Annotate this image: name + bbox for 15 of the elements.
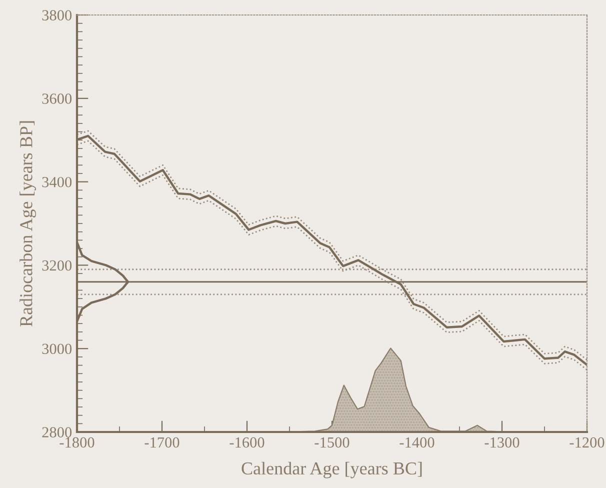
x-tick-label: -1300 [484,437,520,448]
y-tick-label: 3200 [42,260,72,271]
y-axis-title: Radiocarbon Age [years BP] [20,121,36,327]
y-tick-label: 3800 [42,10,72,20]
x-tick-label: -1500 [314,437,350,448]
y-tick-label: 2800 [42,427,72,438]
x-tick-label: -1600 [230,437,264,448]
x-tick-label: -1800 [60,437,94,448]
y-tick-label: 3000 [42,344,72,354]
y-tick-label: 3600 [42,94,72,104]
x-tick-label: -1200 [570,437,604,448]
x-tick-label: -1400 [400,437,434,448]
x-axis-title: Calendar Age [years BC] [242,462,422,478]
x-tick-label: -1700 [144,437,180,448]
y-tick-label: 3400 [42,176,72,188]
